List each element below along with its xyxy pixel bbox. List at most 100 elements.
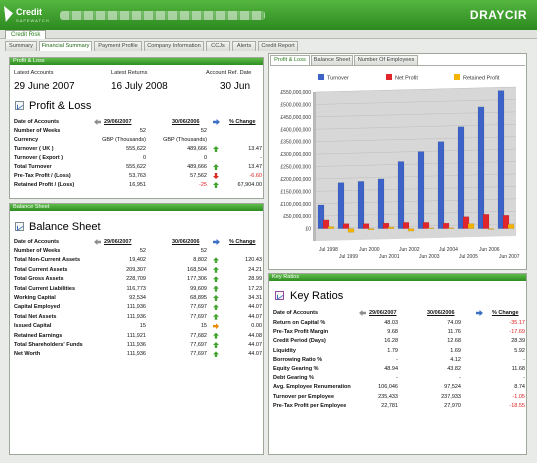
chart-tab-profit-loss[interactable]: Profit & Loss xyxy=(270,55,310,65)
y-tick-label: £300,000,000 xyxy=(280,152,311,158)
previous-period-arrow-icon[interactable] xyxy=(94,119,101,125)
trend-flat-icon xyxy=(213,323,219,330)
bar xyxy=(407,228,415,232)
value-previous: 77,697 xyxy=(190,342,207,348)
chart-area: Turnover Net Profit Retained Profit £550,00… xyxy=(270,65,525,268)
key-ratios-bar: Key Ratios xyxy=(269,274,526,281)
bar xyxy=(397,161,405,229)
value-current: - xyxy=(396,375,398,382)
bar xyxy=(402,222,410,229)
value-current: 1.79 xyxy=(387,347,398,354)
x-tick-label: Jun 2003 xyxy=(419,254,440,260)
column-date-2[interactable]: 30/06/2006 xyxy=(172,119,200,125)
column-date-1[interactable]: 29/06/2007 xyxy=(104,119,132,125)
value-previous: 168,504 xyxy=(187,266,207,273)
value-previous: 52 xyxy=(200,248,207,254)
column-date-2[interactable]: 30/06/2006 xyxy=(427,310,455,316)
previous-period-arrow-icon[interactable] xyxy=(359,310,366,316)
percent-icon xyxy=(275,291,284,300)
table-row: Return on Capital % 48.03 74.09 -35.17 xyxy=(273,319,525,327)
credit-safewatch-logo: Credit SAFEWATCH xyxy=(4,4,50,26)
tab-alerts[interactable]: Alerts xyxy=(232,41,256,51)
value-previous: - xyxy=(459,375,461,382)
value-previous: 11.76 xyxy=(447,329,461,336)
table-row: Pre-Tax Profit per Employee 22,781 27,970 -… xyxy=(273,402,525,410)
column-date-1[interactable]: 29/06/2007 xyxy=(104,239,132,245)
value-previous: 97,524 xyxy=(444,384,461,391)
value-previous: 1.69 xyxy=(450,347,461,354)
value-previous: GBP (Thousands) xyxy=(163,137,207,143)
legend-label: Turnover xyxy=(327,76,349,82)
bar xyxy=(457,126,465,229)
tab-ccjs[interactable]: CCJs xyxy=(206,41,230,51)
bar xyxy=(467,223,475,229)
ref-date-value: 30 Jun xyxy=(220,81,251,92)
percent-change: 44.07 xyxy=(248,313,262,320)
bar xyxy=(437,141,445,229)
value-current: 111,921 xyxy=(126,332,146,339)
gridline xyxy=(315,86,517,93)
table-row: Total Net Assets 111,936 77,697 44.07 xyxy=(14,313,262,321)
trend-up-icon xyxy=(213,342,219,348)
tab-credit-risk[interactable]: Credit Risk xyxy=(5,30,47,39)
table-row: Pre-Tax Profit Margin 9.68 11.76 -17.69 xyxy=(273,328,525,336)
y-tick-label: £350,000,000 xyxy=(280,140,311,146)
table-row: Capital Employed 111,936 77,697 44.07 xyxy=(14,303,262,311)
column-date-1[interactable]: 29/06/2007 xyxy=(369,310,397,316)
row-label: Pre-Tax Profit / (Loss) xyxy=(14,173,71,179)
y-tick-label: £100,000,000 xyxy=(280,202,311,208)
row-label: Pre-Tax Profit per Employee xyxy=(273,402,347,409)
table-header-row: Date of Accounts 29/06/2007 30/06/2006 %… xyxy=(14,238,262,246)
value-previous: 77,697 xyxy=(190,313,207,320)
chart-tab-balance-sheet[interactable]: Balance Sheet xyxy=(311,55,353,65)
bar xyxy=(447,227,455,229)
next-period-arrow-icon[interactable] xyxy=(476,310,483,316)
bar xyxy=(337,182,345,229)
balance-sheet-bar: Balance Sheet xyxy=(10,204,263,211)
table-row: Retained Profit / (Loss) 16,951 -25 67,904.… xyxy=(14,181,262,189)
bar xyxy=(427,227,435,229)
next-period-arrow-icon[interactable] xyxy=(213,239,220,245)
trend-up-icon xyxy=(213,285,219,292)
tab-payment-profile[interactable]: Payment Profile xyxy=(94,41,142,51)
row-label: Turnover ( Export ) xyxy=(14,155,64,161)
logo-subtitle: SAFEWATCH xyxy=(16,18,50,23)
key-ratios-panel: Key Ratios Key Ratios Date of Accounts 2… xyxy=(268,273,527,455)
percent-change: 0.00 xyxy=(251,323,262,330)
y-tick-label: £0 xyxy=(305,227,311,233)
value-previous: 489,666 xyxy=(187,146,207,152)
row-label: Currency xyxy=(14,137,39,143)
tab-financial-summary[interactable]: Financial Summary xyxy=(39,41,92,51)
value-current: 111,936 xyxy=(126,351,146,358)
table-row: Total Non-Current Assets 19,402 8,802 120.4… xyxy=(14,256,262,264)
tab-summary[interactable]: Summary xyxy=(5,41,37,51)
trend-up-icon xyxy=(213,313,219,320)
table-row: Total Gross Assets 228,709 177,306 28.99 xyxy=(14,275,262,283)
table-row: Issued Capital 15 15 0.00 xyxy=(14,322,262,330)
bar xyxy=(462,216,470,229)
percent-change: 5.92 xyxy=(514,347,525,354)
logo-title: Credit xyxy=(16,7,43,17)
row-label: Capital Employed xyxy=(14,304,61,311)
column-date-2[interactable]: 30/06/2006 xyxy=(172,239,200,245)
trend-up-icon xyxy=(213,276,219,283)
percent-change: - xyxy=(523,375,525,382)
x-tick-label: Jun 2007 xyxy=(499,254,520,260)
bar xyxy=(357,181,365,229)
chart-tab-number-of-employees[interactable]: Number Of Employees xyxy=(354,55,418,65)
table-row: Borrowing Ratio % - 4.12 - xyxy=(273,356,525,364)
row-label: Pre-Tax Profit Margin xyxy=(273,329,329,336)
value-current: 16.28 xyxy=(384,338,398,345)
balance-sheet-chart-icon xyxy=(15,222,24,231)
next-period-arrow-icon[interactable] xyxy=(213,119,220,125)
y-tick-label: £250,000,000 xyxy=(280,165,311,171)
tab-credit-report[interactable]: Credit Report xyxy=(258,41,298,51)
previous-period-arrow-icon[interactable] xyxy=(94,239,101,245)
table-row: Total Current Assets 209,307 168,504 24.21 xyxy=(14,266,262,274)
percent-change: 13.47 xyxy=(248,146,262,152)
value-current: 111,936 xyxy=(126,313,146,320)
tab-company-information[interactable]: Company Information xyxy=(144,41,204,51)
value-previous: 77,682 xyxy=(190,332,207,339)
trend-up-icon xyxy=(213,266,219,273)
